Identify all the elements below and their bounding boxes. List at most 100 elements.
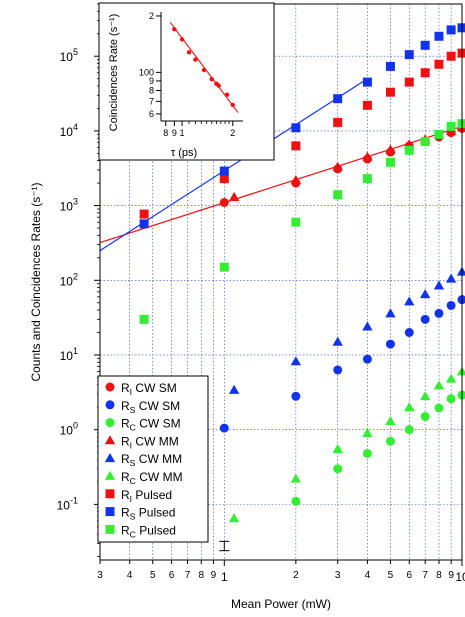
data-point bbox=[291, 123, 301, 133]
legend-marker bbox=[105, 418, 115, 428]
data-point bbox=[362, 77, 372, 87]
data-point bbox=[291, 141, 301, 151]
x-tick-label: 8 bbox=[198, 570, 204, 581]
data-point bbox=[291, 496, 301, 506]
data-point bbox=[219, 174, 229, 184]
data-point bbox=[385, 308, 396, 318]
y-tick-label: 104 bbox=[60, 122, 78, 139]
data-point bbox=[404, 50, 414, 60]
main-plot-frame bbox=[99, 3, 463, 561]
x-tick-label: 5 bbox=[150, 570, 156, 581]
series-square-S bbox=[139, 23, 465, 229]
legend-label: RS CW SM bbox=[121, 399, 180, 415]
inset-data-point bbox=[224, 92, 230, 97]
x-tick-label: 7 bbox=[185, 570, 191, 581]
series-triangle-C bbox=[228, 366, 465, 523]
legend-marker bbox=[105, 524, 115, 534]
x-tick-label: 8 bbox=[436, 570, 442, 581]
inset-y-tick-label: 9 bbox=[149, 76, 154, 86]
data-point bbox=[333, 464, 343, 474]
legend-marker bbox=[104, 453, 116, 463]
y-axis-label: Counts and Coincidences Rates (s⁻¹) bbox=[29, 182, 43, 381]
data-point bbox=[385, 144, 396, 154]
y-tick-label: 102 bbox=[60, 271, 78, 288]
legend-label: RI Pulsed bbox=[121, 488, 172, 504]
legend-label: RC Pulsed bbox=[121, 523, 176, 539]
data-point bbox=[420, 137, 430, 147]
y-tick-label: 100 bbox=[60, 421, 78, 438]
inset-box bbox=[98, 2, 275, 161]
legend-label: RC CW MM bbox=[121, 470, 183, 486]
data-point bbox=[434, 59, 444, 69]
legend-marker bbox=[104, 435, 116, 445]
inset-x-axis-label: τ (ps) bbox=[171, 147, 197, 159]
data-point bbox=[446, 394, 456, 404]
data-point bbox=[420, 314, 430, 324]
inset-y-tick-label: 6 bbox=[149, 109, 154, 119]
legend-label: RC CW SM bbox=[121, 417, 181, 433]
x-tick-label: 3 bbox=[97, 570, 103, 581]
x-tick-label: 2 bbox=[293, 570, 299, 581]
data-point bbox=[445, 273, 457, 283]
data-point bbox=[290, 174, 302, 184]
data-point bbox=[420, 68, 430, 78]
data-point bbox=[446, 300, 456, 310]
data-point bbox=[385, 415, 396, 426]
data-point bbox=[456, 266, 465, 276]
inset-data-point bbox=[179, 37, 185, 42]
data-point bbox=[332, 336, 343, 346]
data-point bbox=[404, 425, 414, 435]
data-point bbox=[139, 209, 149, 219]
x-tick-label: 6 bbox=[169, 570, 175, 581]
x-tick-label: 4 bbox=[127, 570, 133, 581]
data-point bbox=[290, 473, 302, 483]
data-point bbox=[139, 314, 149, 324]
data-point bbox=[446, 121, 456, 131]
fit-line bbox=[99, 125, 463, 244]
data-point bbox=[219, 262, 229, 272]
series-circle-C bbox=[291, 390, 465, 506]
data-point bbox=[362, 427, 373, 437]
inset-x-tick-label: 8 bbox=[163, 128, 168, 138]
data-point bbox=[404, 328, 414, 337]
data-point bbox=[446, 25, 456, 35]
data-point bbox=[385, 61, 395, 71]
data-point bbox=[385, 157, 395, 167]
inset-x-tick-label: 1 bbox=[180, 128, 185, 138]
data-point bbox=[457, 295, 465, 305]
inset-x-tick-label: 2 bbox=[230, 128, 235, 138]
data-point bbox=[433, 380, 445, 390]
legend-marker bbox=[105, 400, 115, 410]
data-point bbox=[385, 87, 395, 97]
x-tick-label: 4 bbox=[365, 570, 371, 581]
data-point bbox=[333, 94, 343, 104]
data-point bbox=[219, 198, 229, 208]
y-tick-label: 101 bbox=[60, 346, 78, 363]
data-point bbox=[333, 365, 343, 375]
data-point bbox=[228, 513, 240, 523]
inset-data-point bbox=[216, 83, 221, 88]
data-point bbox=[362, 448, 372, 458]
data-point bbox=[333, 190, 343, 200]
data-point bbox=[445, 373, 457, 383]
series-square-I bbox=[139, 48, 465, 219]
data-point bbox=[434, 31, 444, 41]
main-data-points bbox=[139, 23, 465, 552]
data-point bbox=[434, 308, 444, 318]
inset-data-point bbox=[186, 50, 192, 55]
x-tick-label: 6 bbox=[406, 570, 412, 581]
data-point bbox=[420, 289, 431, 299]
data-point bbox=[332, 443, 343, 453]
data-point bbox=[457, 23, 465, 33]
data-point bbox=[362, 100, 372, 110]
data-point bbox=[291, 391, 301, 401]
data-point bbox=[291, 217, 301, 227]
data-point bbox=[385, 339, 395, 349]
inset-y-tick-label: 7 bbox=[149, 96, 154, 106]
legend-marker bbox=[105, 489, 115, 499]
legend-label: RI CW MM bbox=[121, 434, 179, 450]
inset-data-point bbox=[209, 76, 214, 82]
x-tick-label: 9 bbox=[211, 570, 217, 581]
